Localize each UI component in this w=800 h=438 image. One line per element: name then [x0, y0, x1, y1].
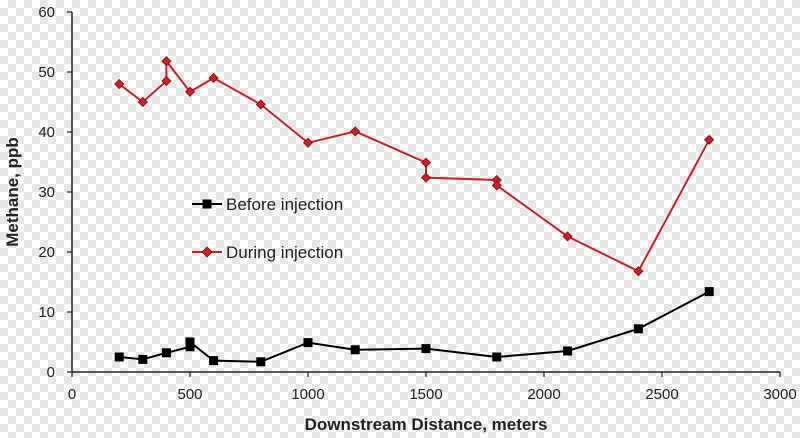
legend-label-during: During injection [226, 243, 343, 262]
data-point [492, 352, 502, 362]
data-point [303, 338, 313, 348]
data-point [161, 75, 172, 87]
data-point [491, 180, 502, 191]
legend-marker-during [201, 246, 213, 258]
data-point [420, 157, 432, 168]
data-point [704, 134, 715, 145]
legend: Before injection During injection [192, 195, 343, 262]
series-during-injection [114, 56, 715, 277]
data-point [350, 345, 360, 355]
series-layer [114, 56, 715, 367]
data-point [185, 342, 195, 352]
x-ticks: 0 500 1000 1500 2000 2500 3000 [68, 372, 797, 403]
x-axis-title: Downstream Distance, meters [305, 415, 548, 434]
x-tick-label: 1500 [409, 386, 442, 403]
x-tick-label: 0 [68, 386, 76, 403]
legend-marker-before [202, 199, 212, 209]
data-point [350, 126, 361, 137]
axes: 0 500 1000 1500 2000 2500 3000 0 10 20 30 40 50 60 [38, 4, 796, 403]
data-point [633, 266, 644, 277]
series-before-injection [114, 287, 714, 367]
y-tick-label: 60 [38, 4, 55, 21]
data-point [209, 356, 219, 366]
data-point [114, 78, 125, 90]
y-tick-label: 20 [38, 244, 55, 261]
data-point [421, 344, 431, 354]
y-tick-label: 10 [38, 304, 55, 321]
data-point [161, 56, 172, 67]
data-point [563, 346, 573, 356]
data-point [302, 137, 314, 148]
x-tick-label: 2500 [645, 386, 678, 403]
y-ticks: 0 10 20 30 40 50 60 [38, 4, 72, 381]
data-point [255, 99, 266, 110]
legend-label-before: Before injection [226, 195, 343, 214]
data-point [114, 352, 124, 362]
y-tick-label: 30 [38, 184, 55, 201]
data-point [184, 86, 196, 97]
x-tick-label: 2000 [527, 386, 560, 403]
data-point [420, 172, 432, 183]
data-point [704, 287, 714, 297]
data-point [138, 354, 148, 364]
data-point [137, 96, 148, 108]
y-axis-title: Methane, ppb [3, 137, 22, 247]
x-tick-label: 500 [177, 386, 202, 403]
data-point [562, 231, 573, 242]
data-point [208, 72, 219, 84]
data-point [256, 357, 266, 367]
series-line [119, 290, 710, 363]
x-tick-label: 3000 [763, 386, 796, 403]
y-tick-label: 0 [47, 364, 55, 381]
series-line [118, 58, 711, 273]
x-tick-label: 1000 [291, 386, 324, 403]
y-tick-label: 50 [38, 64, 55, 81]
y-tick-label: 40 [38, 124, 55, 141]
data-point [185, 337, 195, 347]
data-point [633, 324, 643, 334]
data-point [161, 348, 171, 358]
